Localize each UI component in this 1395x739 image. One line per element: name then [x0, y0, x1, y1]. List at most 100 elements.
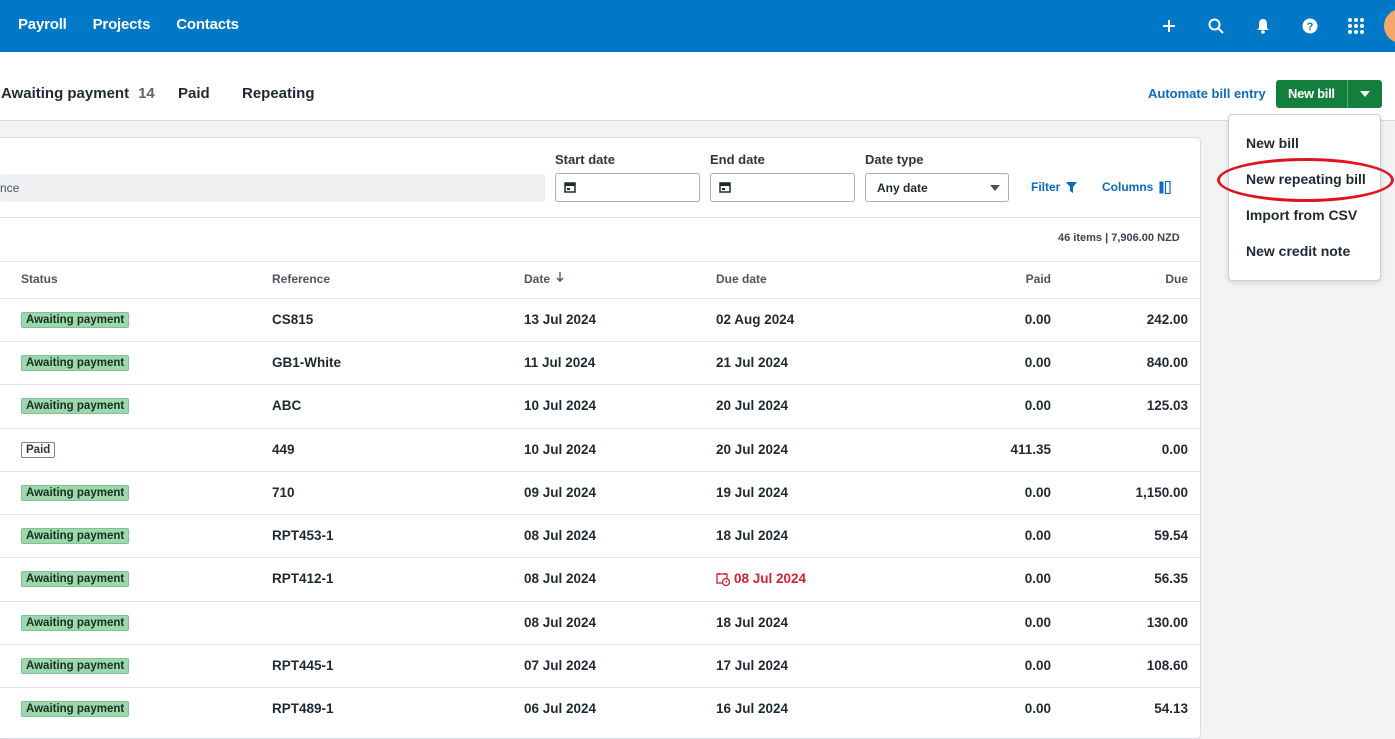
- funnel-icon: [1066, 181, 1078, 193]
- paid-cell: 411.35: [1010, 442, 1051, 457]
- tab-awaiting-payment[interactable]: Awaiting payment 14: [1, 85, 155, 102]
- sort-down-arrow-icon: [556, 272, 564, 282]
- due-date-cell: 21 Jul 2024: [716, 355, 789, 370]
- menu-item-new-repeating-bill[interactable]: New repeating bill: [1246, 171, 1366, 187]
- due-cell: 130.00: [1146, 615, 1188, 630]
- date-cell: 10 Jul 2024: [524, 442, 597, 457]
- columns-button-label: Columns: [1102, 180, 1154, 194]
- end-date-input[interactable]: [710, 173, 855, 202]
- reference-cell: RPT412-1: [272, 571, 334, 586]
- status-badge: Awaiting payment: [21, 355, 130, 371]
- apps-grid-icon[interactable]: [1344, 14, 1368, 38]
- due-date-cell: 20 Jul 2024: [716, 398, 789, 413]
- status-badge: Awaiting payment: [21, 528, 130, 544]
- menu-item-new-credit-note[interactable]: New credit note: [1246, 243, 1351, 259]
- status-badge: Paid: [21, 442, 56, 458]
- due-cell: 54.13: [1154, 701, 1188, 716]
- status-badge: Awaiting payment: [21, 658, 130, 674]
- due-date-cell: 17 Jul 2024: [716, 658, 789, 673]
- nav-projects[interactable]: Projects: [92, 16, 151, 33]
- avatar[interactable]: [1384, 9, 1395, 43]
- status-badge: Awaiting payment: [21, 398, 130, 414]
- tab-awaiting-payment-count: 14: [138, 85, 155, 102]
- filter-button[interactable]: Filter: [1031, 180, 1078, 194]
- column-header-date[interactable]: Date: [524, 272, 564, 286]
- new-bill-split-button: New bill: [1276, 80, 1382, 108]
- calendar-icon: [719, 182, 731, 193]
- new-bill-menu-toggle[interactable]: [1346, 80, 1382, 108]
- chevron-down-icon: [990, 185, 1000, 191]
- table-row[interactable]: Awaiting payment 08 Jul 2024 18 Jul 2024…: [0, 601, 1200, 645]
- column-header-status[interactable]: Status: [21, 272, 58, 286]
- due-cell: 242.00: [1146, 312, 1188, 327]
- tab-paid[interactable]: Paid: [178, 85, 210, 102]
- reference-cell: 449: [272, 442, 295, 457]
- reference-cell: 710: [272, 485, 295, 500]
- table-row[interactable]: Awaiting payment RPT489-1 06 Jul 2024 16…: [0, 687, 1200, 731]
- column-header-date-label: Date: [524, 272, 551, 286]
- reference-cell: RPT489-1: [272, 701, 334, 716]
- date-cell: 10 Jul 2024: [524, 398, 597, 413]
- column-header-reference[interactable]: Reference: [272, 272, 331, 286]
- table-row[interactable]: Paid 449 10 Jul 2024 20 Jul 2024 411.35 …: [0, 428, 1200, 472]
- status-badge: Awaiting payment: [21, 615, 130, 631]
- new-bill-button[interactable]: New bill: [1288, 86, 1335, 101]
- table-row[interactable]: Awaiting payment RPT453-1 08 Jul 2024 18…: [0, 514, 1200, 558]
- reference-cell: RPT453-1: [272, 528, 334, 543]
- date-cell: 13 Jul 2024: [524, 312, 597, 327]
- end-date-label: End date: [710, 152, 765, 167]
- date-cell: 08 Jul 2024: [524, 571, 597, 586]
- date-type-select[interactable]: Any date: [865, 173, 1009, 202]
- date-cell: 06 Jul 2024: [524, 701, 597, 716]
- divider: [0, 217, 1200, 218]
- date-cell: 08 Jul 2024: [524, 528, 597, 543]
- column-header-due[interactable]: Due: [1165, 272, 1188, 286]
- column-header-due-date[interactable]: Due date: [716, 272, 767, 286]
- top-navigation-bar: Payroll Projects Contacts ?: [0, 0, 1395, 52]
- date-type-label: Date type: [865, 152, 924, 167]
- column-header-paid[interactable]: Paid: [1025, 272, 1051, 286]
- search-input[interactable]: nce: [0, 174, 545, 202]
- due-cell: 125.03: [1146, 398, 1188, 413]
- due-cell: 0.00: [1161, 442, 1188, 457]
- automate-bill-entry-link[interactable]: Automate bill entry: [1148, 86, 1266, 101]
- date-cell: 08 Jul 2024: [524, 615, 597, 630]
- table-row[interactable]: Awaiting payment 710 09 Jul 2024 19 Jul …: [0, 471, 1200, 515]
- date-cell: 11 Jul 2024: [524, 355, 596, 370]
- help-icon[interactable]: ?: [1298, 14, 1322, 38]
- due-cell: 108.60: [1146, 658, 1188, 673]
- due-cell: 1,150.00: [1135, 485, 1188, 500]
- status-badge: Awaiting payment: [21, 312, 130, 328]
- table-row[interactable]: Awaiting payment GB1-White 11 Jul 2024 2…: [0, 341, 1200, 385]
- status-badge: Awaiting payment: [21, 571, 130, 587]
- plus-icon[interactable]: [1157, 14, 1181, 38]
- table-row[interactable]: Awaiting payment CS815 13 Jul 2024 02 Au…: [0, 298, 1200, 342]
- table-row[interactable]: Awaiting payment ABC 10 Jul 2024 20 Jul …: [0, 384, 1200, 428]
- columns-button[interactable]: Columns: [1102, 180, 1171, 194]
- menu-item-import-from-csv[interactable]: Import from CSV: [1246, 207, 1358, 223]
- new-bill-dropdown-menu: New bill New repeating bill Import from …: [1228, 114, 1381, 281]
- start-date-input[interactable]: [555, 173, 700, 202]
- due-date-cell: 20 Jul 2024: [716, 442, 789, 457]
- paid-cell: 0.00: [1024, 485, 1051, 500]
- search-icon[interactable]: [1204, 14, 1228, 38]
- due-date-cell-overdue: 08 Jul 2024: [716, 571, 806, 586]
- paid-cell: 0.00: [1024, 571, 1051, 586]
- table-row[interactable]: Awaiting payment RPT412-1 08 Jul 2024 08…: [0, 557, 1200, 601]
- reference-cell: CS815: [272, 312, 314, 327]
- tab-awaiting-payment-label: Awaiting payment: [1, 85, 130, 102]
- due-cell: 840.00: [1146, 355, 1188, 370]
- nav-contacts[interactable]: Contacts: [176, 16, 239, 33]
- reference-cell: ABC: [272, 398, 302, 413]
- bell-icon[interactable]: [1251, 14, 1275, 38]
- due-date-cell: 18 Jul 2024: [716, 528, 789, 543]
- paid-cell: 0.00: [1024, 312, 1051, 327]
- top-nav: Payroll Projects Contacts: [18, 16, 265, 33]
- menu-item-new-bill[interactable]: New bill: [1246, 135, 1299, 151]
- nav-payroll[interactable]: Payroll: [18, 16, 67, 33]
- paid-cell: 0.00: [1024, 398, 1051, 413]
- table-row[interactable]: Awaiting payment RPT445-1 07 Jul 2024 17…: [0, 644, 1200, 688]
- columns-icon: [1159, 180, 1171, 194]
- tab-repeating[interactable]: Repeating: [242, 85, 315, 102]
- tab-bar: Awaiting payment 14 Paid Repeating Automa…: [0, 52, 1395, 121]
